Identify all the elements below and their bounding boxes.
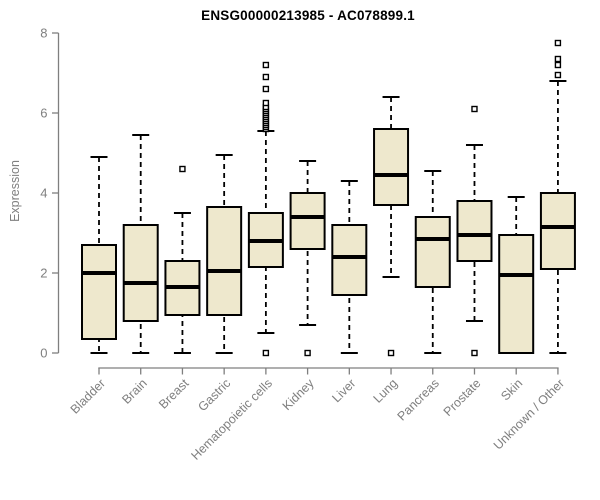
outlier-point: [304, 349, 311, 357]
x-tick-label: Unknown / Other: [491, 376, 567, 452]
outlier-point: [262, 73, 270, 81]
iqr-box: [206, 206, 243, 316]
x-tick-label: Bladder: [68, 376, 108, 416]
x-tick-label: Lung: [371, 376, 401, 406]
x-tick-label: Pancreas: [395, 376, 442, 423]
iqr-box: [414, 216, 451, 288]
y-tick-label: 8: [40, 26, 47, 41]
x-tick-label: Skin: [498, 376, 525, 403]
chart-title: ENSG00000213985 - AC078899.1: [201, 8, 415, 23]
x-tick-label: Kidney: [280, 376, 317, 413]
outlier-point: [554, 55, 562, 63]
outlier-point: [471, 349, 478, 357]
iqr-box: [373, 128, 410, 206]
iqr-box: [456, 200, 493, 262]
y-tick-label: 6: [40, 106, 47, 121]
iqr-box: [498, 234, 535, 354]
outlier-point: [179, 165, 186, 173]
y-tick-label: 4: [40, 186, 47, 201]
x-tick-label: Breast: [156, 376, 192, 412]
outlier-point: [554, 71, 562, 79]
iqr-box: [539, 192, 576, 270]
x-tick-label: Liver: [329, 376, 358, 405]
outlier-point: [554, 61, 562, 69]
y-tick-label: 0: [40, 346, 47, 361]
iqr-box: [289, 192, 326, 250]
y-tick-label: 2: [40, 266, 47, 281]
outlier-point: [262, 85, 270, 93]
x-tick-label: Brain: [119, 376, 150, 407]
iqr-box: [122, 224, 159, 322]
iqr-box: [331, 224, 368, 296]
x-tick-label: Gastric: [195, 376, 233, 414]
outlier-point: [554, 39, 562, 47]
x-tick-label: Hematopoietic cells: [188, 376, 275, 463]
outlier-point: [471, 105, 478, 113]
outlier-point: [387, 349, 395, 357]
outlier-point: [262, 61, 270, 69]
outlier-point: [262, 349, 270, 357]
iqr-box: [81, 244, 117, 340]
x-tick-label: Prostate: [441, 376, 484, 419]
outlier-point: [262, 99, 270, 107]
